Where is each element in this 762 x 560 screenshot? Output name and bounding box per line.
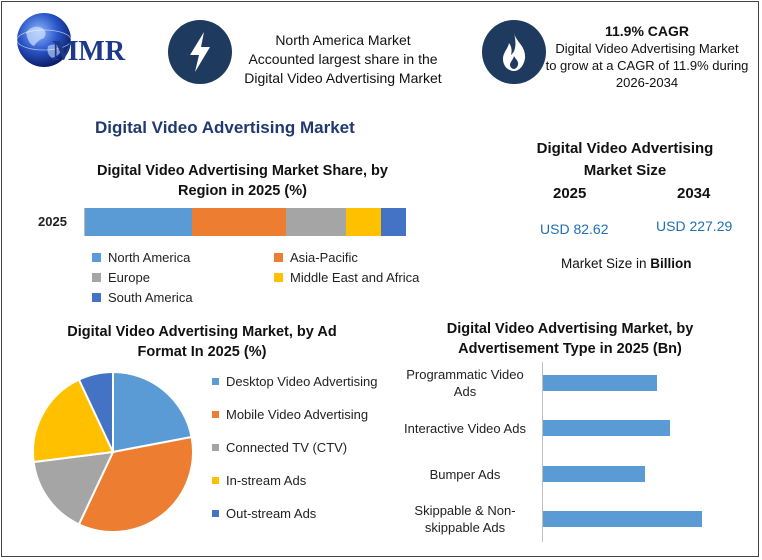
legend-label: Asia-Pacific (290, 250, 358, 265)
globe-icon (16, 13, 72, 67)
region-bar-segment-north-america (85, 208, 192, 236)
ad-type-bar (543, 511, 702, 527)
legend-label: In-stream Ads (226, 473, 307, 488)
ad-format-legend-item: Mobile Video Advertising (212, 407, 368, 422)
region-legend-item: Middle East and Africa (274, 270, 419, 285)
category-label-line: skippable Ads (424, 520, 506, 535)
pie-slice-desktop-video-advertising (112, 370, 193, 454)
legend-swatch (212, 411, 219, 418)
cagr-title: 11.9% CAGR (604, 23, 690, 39)
ad-type-bar (543, 466, 645, 482)
highlight-line-3: Digital Video Advertising Market (244, 70, 442, 86)
region-stacked-bar (84, 208, 409, 236)
legend-label: Desktop Video Advertising (226, 374, 378, 389)
market-size-title-line-2: Market Size (583, 162, 667, 179)
legend-swatch (92, 293, 101, 302)
market-size-value-2025: USD 82.62 (540, 221, 609, 237)
unit-note-prefix: Market Size in (561, 256, 651, 271)
region-legend-item: South America (92, 290, 193, 305)
main-title: Digital Video Advertising Market (95, 118, 355, 137)
region-legend-item: Europe (92, 270, 150, 285)
market-size-title: Digital Video Advertising Market Size (520, 138, 730, 182)
market-size-year-2025: 2025 (553, 185, 587, 202)
legend-label: Out-stream Ads (226, 506, 317, 521)
region-legend-item: Asia-Pacific (274, 250, 358, 265)
category-label-line: Programmatic Video (406, 367, 524, 382)
region-chart-category-label: 2025 (38, 214, 67, 229)
ad-type-category-label: Bumper Ads (392, 466, 538, 483)
legend-swatch (212, 444, 219, 451)
category-label-line: Interactive Video Ads (404, 420, 526, 436)
flame-icon (482, 20, 546, 84)
ad-format-pie-chart (32, 370, 194, 533)
ad-type-bar (543, 420, 671, 436)
ad-type-chart-title: Digital Video Advertising Market, by Adv… (446, 321, 694, 357)
cagr-line-1: Digital Video Advertising Market (555, 41, 739, 56)
north-america-highlight: North America Market Accounted largest s… (234, 31, 452, 88)
region-bar-segment-south-america (381, 208, 406, 236)
pie-slice-out-stream-ads (77, 370, 114, 453)
pie-slice-mobile-video-advertising (77, 435, 194, 533)
legend-swatch (92, 273, 101, 282)
ad-format-legend-item: Desktop Video Advertising (212, 374, 378, 389)
region-bar-segment-asia-pacific (191, 208, 286, 236)
cagr-line-2: to grow at a CAGR of 11.9% during (545, 58, 749, 73)
ad-format-legend-item: Out-stream Ads (212, 506, 316, 521)
logo-text: MMR (52, 36, 126, 67)
market-size-unit-note: Market Size in Billion (561, 256, 692, 271)
legend-swatch (212, 510, 219, 517)
region-bar-segment-middle-east-and-africa (345, 208, 382, 236)
legend-swatch (274, 253, 283, 262)
unit-note-unit: Billion (650, 256, 692, 271)
ad-type-category-label: Interactive Video Ads (392, 420, 538, 437)
legend-swatch (274, 273, 283, 282)
cagr-description: Digital Video Advertising Market to grow… (542, 40, 752, 91)
category-label-line: Ads (453, 384, 477, 399)
ad-format-legend-item: Connected TV (CTV) (212, 440, 347, 455)
legend-label: Europe (108, 270, 150, 285)
market-size-value-2034: USD 227.29 (656, 218, 733, 234)
region-bar-segment-europe (285, 208, 346, 236)
ad-type-category-label: Programmatic Video Ads (392, 366, 538, 400)
ad-format-legend-item: In-stream Ads (212, 473, 306, 488)
category-label-line: Bumper Ads (429, 466, 501, 482)
region-legend-item: North America (92, 250, 190, 265)
legend-swatch (92, 253, 101, 262)
market-size-title-line-1: Digital Video Advertising (536, 140, 714, 157)
market-size-year-2034: 2034 (677, 185, 711, 202)
legend-label: Mobile Video Advertising (226, 407, 369, 422)
ad-type-category-label: Skippable & Non-skippable Ads (392, 502, 538, 536)
cagr-line-3: 2026-2034 (615, 75, 679, 90)
legend-label: North America (108, 250, 191, 265)
ad-type-bar (543, 375, 658, 391)
legend-label: Middle East and Africa (290, 270, 420, 285)
ad-type-axis-line (542, 362, 543, 542)
pie-slice-connected-tv-ctv- (32, 450, 115, 526)
ad-format-chart-title: Digital Video Advertising Market, by Ad … (67, 324, 337, 360)
legend-label: Connected TV (CTV) (226, 440, 348, 455)
highlight-line-2: Accounted largest share in the (248, 51, 438, 67)
region-chart-title: Digital Video Advertising Market Share, … (97, 163, 388, 199)
highlight-line-1: North America Market (275, 32, 411, 48)
legend-swatch (212, 477, 219, 484)
lightning-icon (168, 20, 232, 84)
category-label-line: Skippable & Non- (414, 503, 516, 518)
pie-slice-in-stream-ads (32, 378, 115, 464)
legend-label: South America (108, 290, 193, 305)
legend-swatch (212, 378, 219, 385)
